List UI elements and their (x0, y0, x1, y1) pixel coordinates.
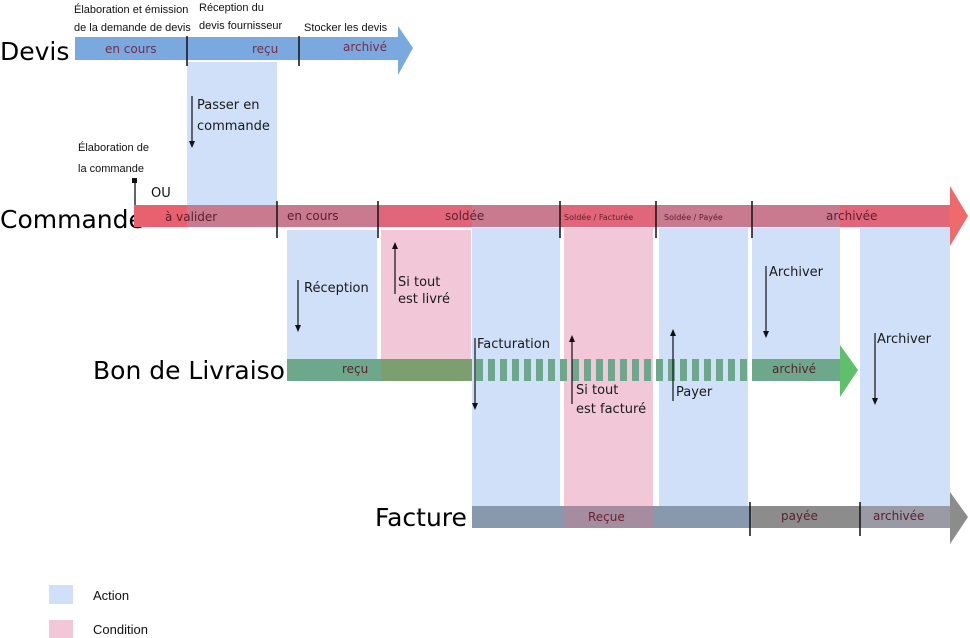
legend-label-condition: Condition (93, 622, 148, 637)
action-zone-archiver-1 (752, 228, 840, 360)
facture-bar-payee (752, 506, 860, 528)
facture-state-recue: Reçue (588, 510, 625, 524)
devis-note-reception: Réception du devis fournisseur (199, 2, 282, 32)
facture-state-payee: payée (781, 509, 818, 523)
action-label-passer-commande: Passer en commande (197, 98, 270, 134)
arrow-facturation-head (472, 403, 478, 410)
commande-red-segment-3 (560, 205, 656, 227)
devis-title: Devis (0, 37, 69, 66)
action-label-payer: Payer (676, 385, 713, 400)
commande-note-ou: OU (151, 186, 171, 201)
condition-label-facture: Si tout est facturé (576, 383, 646, 417)
bon-livraison-arrowhead (840, 345, 858, 397)
commande-bar (134, 205, 950, 227)
arrow-facture-head (569, 335, 575, 342)
commande-state-a-valider: à valider (165, 210, 217, 224)
arrow-reception-head (295, 325, 301, 332)
devis-arrowhead (398, 26, 413, 75)
devis-note-stocker: Stocker les devis (304, 22, 388, 34)
bon-livraison-state-archive: archivé (772, 362, 816, 376)
devis-state-archive: archivé (343, 40, 387, 54)
commande-start-dot (132, 178, 137, 183)
condition-label-livre: Si tout est livré (398, 275, 450, 307)
bon-livraison-state-recu: reçu (342, 362, 368, 376)
facture-state-archivee: archivée (873, 509, 924, 523)
action-label-archiver-2: Archiver (877, 332, 932, 347)
condition-zone-livre (381, 230, 471, 360)
commande-title: Commande (0, 205, 144, 234)
legend-swatch-condition (49, 620, 73, 638)
commande-state-en-cours: en cours (287, 209, 339, 223)
arrow-archiver-1-head (763, 331, 769, 338)
arrow-archiver-2-head (872, 398, 878, 405)
commande-red-segment-4 (840, 205, 950, 227)
action-label-facturation: Facturation (477, 337, 550, 352)
commande-state-archivee: archivée (826, 209, 877, 223)
commande-state-soldee-payee: Soldée / Payée (664, 212, 723, 222)
devis-state-en-cours: en cours (105, 42, 157, 56)
facture-bar-archivee (860, 506, 950, 528)
facture-title: Facture (375, 503, 467, 532)
facture-bar-recue (564, 506, 653, 528)
arrow-payer-head (670, 329, 676, 336)
commande-red-segment-2 (378, 205, 472, 227)
commande-state-soldee: soldée (445, 209, 484, 223)
facture-arrowhead (950, 492, 968, 544)
arrow-livre-head (392, 242, 398, 249)
arrow-passer-commande-head (189, 141, 195, 148)
action-label-reception: Réception (304, 281, 369, 296)
devis-note-elaboration: Élaboration et émission de la demande de… (74, 3, 191, 34)
bon-livraison-dashed-segment (476, 359, 747, 381)
devis-bar (75, 37, 398, 60)
bon-livraison-archive-bar (752, 359, 840, 381)
legend-label-action: Action (93, 588, 129, 603)
legend-swatch-action (49, 585, 73, 604)
bon-livraison-title: Bon de Livraison (93, 356, 301, 385)
bon-livraison-bar-dark (381, 359, 472, 381)
commande-state-soldee-facturee: Soldée / Facturée (564, 212, 633, 222)
commande-note-elaboration: Élaboration de la commande (78, 141, 152, 175)
commande-arrowhead (950, 186, 968, 246)
action-label-archiver-1: Archiver (769, 265, 824, 280)
action-zone-archiver-2 (860, 228, 950, 506)
action-zone-passer-commande (187, 62, 277, 210)
devis-state-recu: reçu (252, 42, 278, 56)
commande-red-segment-1 (134, 205, 187, 227)
action-zone-reception (287, 230, 377, 360)
